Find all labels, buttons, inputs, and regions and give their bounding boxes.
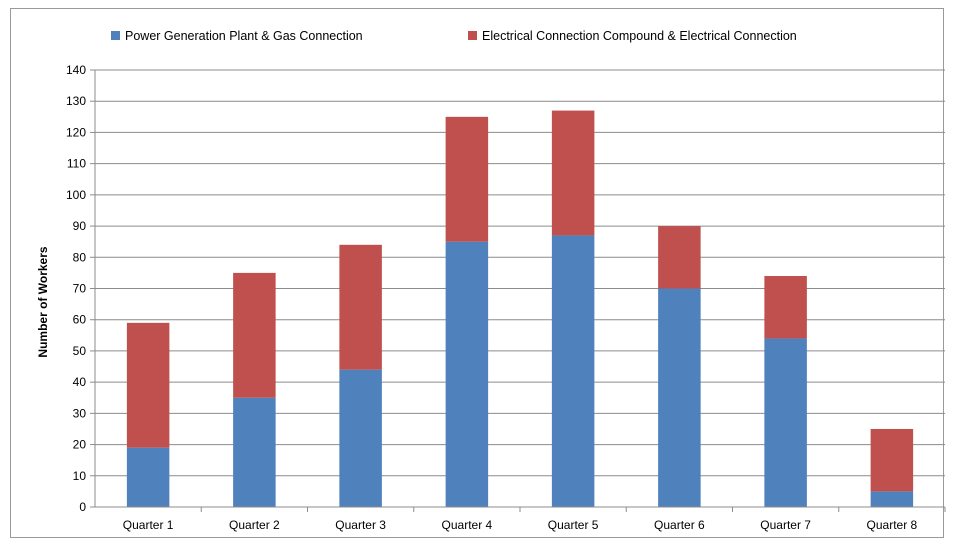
y-tick-label: 10 [73,469,87,483]
x-tick-label: Quarter 1 [123,518,174,532]
bar-series-1-4 [445,241,489,507]
gridlines [90,69,946,512]
legend-label-series-2: Electrical Connection Compound & Electri… [482,29,797,43]
y-axis-title: Number of Workers [36,246,50,357]
y-tick-label: 20 [73,438,87,452]
y-tick-label: 90 [73,219,87,233]
y-tick-label: 140 [66,63,86,77]
x-tick-label: Quarter 4 [442,518,493,532]
y-tick-label: 30 [73,406,87,420]
y-tick-labels: 0 10 20 30 40 50 60 70 80 90 100 110 120 130 140 [66,63,86,514]
bar-series-1-5 [551,235,595,507]
y-tick-label: 40 [73,375,87,389]
x-tick-label: Quarter 3 [335,518,386,532]
axes [94,70,945,508]
legend-swatch-series-2 [468,31,477,40]
x-tick-label: Quarter 2 [229,518,280,532]
x-tick-label: Quarter 7 [760,518,811,532]
y-tick-label: 0 [79,500,86,514]
legend: Power Generation Plant & Gas Connection … [111,29,797,43]
bar-series-2-2 [233,272,276,398]
bar-series-2-5 [551,110,595,236]
y-tick-label: 100 [66,188,86,202]
y-tick-label: 110 [67,157,86,171]
bar-series-1-7 [764,338,807,507]
y-tick-label: 60 [73,313,87,327]
bar-series-1-6 [658,288,701,507]
x-tick-label: Quarter 8 [867,518,918,532]
bar-series-2-3 [339,244,382,370]
y-tick-label: 120 [66,125,86,139]
x-tick-labels: Quarter 1 Quarter 2 Quarter 3 Quarter 4 Quar… [123,518,918,532]
y-tick-label: 80 [73,250,87,264]
bar-series-1-8 [870,491,914,507]
bar-series-2-4 [445,116,489,242]
bar-series-2-8 [870,428,914,492]
legend-label-series-1: Power Generation Plant & Gas Connection [125,29,363,43]
x-tick-label: Quarter 5 [548,518,599,532]
y-tick-label: 50 [73,344,87,358]
bars [126,110,914,507]
bar-series-2-7 [764,276,807,339]
bar-series-1-2 [233,397,276,507]
bar-series-2-1 [126,322,170,448]
bar-series-1-3 [339,369,382,507]
bar-series-2-6 [658,226,701,289]
y-tick-label: 70 [73,282,87,296]
y-tick-label: 130 [66,94,86,108]
x-tick-label: Quarter 6 [654,518,705,532]
legend-swatch-series-1 [111,31,120,40]
bar-series-1-1 [126,447,170,507]
